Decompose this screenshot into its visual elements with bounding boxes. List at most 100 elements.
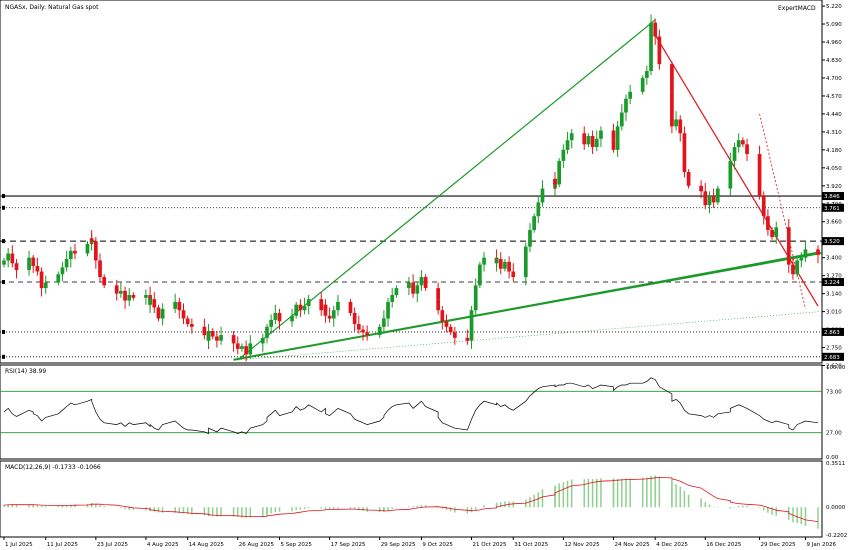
price-tag-label: 3.520	[824, 239, 840, 245]
price-panel[interactable]	[0, 0, 823, 364]
candle	[331, 306, 336, 327]
candle-body	[686, 171, 691, 186]
candle-body	[181, 310, 186, 319]
candle-body	[774, 227, 779, 237]
candle	[160, 303, 165, 326]
candle	[419, 270, 424, 291]
candle-body	[586, 136, 591, 145]
candle	[240, 343, 244, 352]
candle	[415, 281, 420, 302]
macd-axis: 0.3511 0.0000 -0.2202	[826, 461, 847, 539]
price-tick-label: 5.220	[826, 4, 842, 10]
candle-body	[144, 295, 148, 298]
candle-body	[265, 326, 269, 333]
candle	[799, 252, 804, 268]
candle	[327, 307, 332, 323]
rsi-panel[interactable]	[0, 364, 823, 460]
candle-body	[98, 260, 102, 278]
price-tag-label: 3.224	[824, 280, 840, 286]
symbol-info: NGASx, Daily: Natural Gas spot	[5, 4, 99, 11]
price-tick-label: 4.960	[826, 40, 842, 46]
candle-body	[156, 307, 161, 319]
level-marker	[2, 205, 5, 210]
price-tick-label: 4.310	[826, 130, 842, 136]
candle-body	[152, 299, 157, 308]
dotted-trend-line[interactable]	[237, 311, 821, 361]
candle	[774, 221, 779, 244]
candle-body	[444, 321, 449, 327]
time-tick-label: 21 Oct 2025	[473, 542, 508, 548]
candle	[382, 310, 386, 326]
price-tick-label: 4.570	[826, 94, 842, 100]
candle-body	[14, 263, 19, 271]
time-tick-label: 14 Aug 2025	[189, 542, 225, 548]
candle	[144, 289, 148, 305]
candle-body	[35, 265, 40, 272]
support-trend-line[interactable]	[233, 251, 823, 361]
candle	[628, 84, 633, 105]
candle	[377, 324, 382, 338]
candle	[657, 29, 662, 70]
trend-line[interactable]	[654, 34, 819, 307]
candle	[181, 303, 186, 325]
candle	[557, 158, 562, 188]
candle-body	[786, 243, 791, 265]
candle	[64, 250, 69, 272]
candle	[791, 257, 795, 280]
candle	[273, 304, 278, 325]
candle	[202, 318, 207, 340]
trend-lines[interactable]	[233, 19, 823, 361]
candle	[757, 145, 762, 200]
candle-body	[386, 301, 390, 319]
candle-body	[219, 335, 223, 341]
candle-body	[532, 216, 536, 231]
candle-body	[39, 271, 44, 289]
candle-body	[611, 140, 616, 150]
candle-body	[173, 301, 177, 309]
time-tick-label: 31 Oct 2025	[514, 542, 549, 548]
price-tick-label: 3.140	[826, 292, 842, 298]
trend-line[interactable]	[759, 113, 806, 309]
candle	[711, 188, 716, 208]
candle	[31, 256, 36, 273]
time-tick-label: 16 Dec 2025	[706, 542, 742, 548]
candle	[503, 259, 507, 272]
candle-body	[791, 264, 795, 275]
macd-tick-label: 0.3511	[826, 461, 845, 467]
candle	[290, 308, 294, 327]
rsi-title: RSI(14) 38.99	[5, 368, 46, 375]
macd-signal-line	[3, 477, 819, 522]
candle	[540, 180, 545, 207]
candle	[686, 169, 691, 189]
rsi-tick-label: 27.00	[826, 431, 842, 437]
level-marker	[2, 239, 5, 244]
candle-body	[448, 326, 453, 333]
candle-body	[711, 195, 716, 203]
rsi-line	[3, 377, 819, 435]
candle-body	[553, 178, 557, 185]
candle	[411, 274, 415, 298]
candle	[511, 263, 516, 282]
macd-series	[3, 475, 819, 529]
candle-body	[302, 306, 307, 311]
candle	[356, 315, 361, 334]
candle	[43, 275, 48, 294]
candle	[394, 285, 399, 298]
candle-body	[248, 343, 253, 355]
candle-body	[736, 140, 741, 148]
candle-body	[6, 253, 11, 261]
candle-body	[657, 36, 662, 65]
candle	[56, 271, 61, 286]
candle	[745, 138, 749, 161]
candle-body	[411, 282, 415, 294]
candle	[185, 315, 190, 327]
price-tick-label: 4.180	[826, 148, 842, 154]
candle-body	[89, 238, 94, 242]
price-tick-label: 4.050	[826, 166, 842, 172]
candle-body	[741, 140, 745, 145]
price-tick-label: 5.090	[826, 22, 842, 28]
price-tag-label: 2.683	[824, 355, 840, 361]
macd-panel[interactable]	[0, 460, 823, 538]
candle-body	[294, 304, 299, 316]
